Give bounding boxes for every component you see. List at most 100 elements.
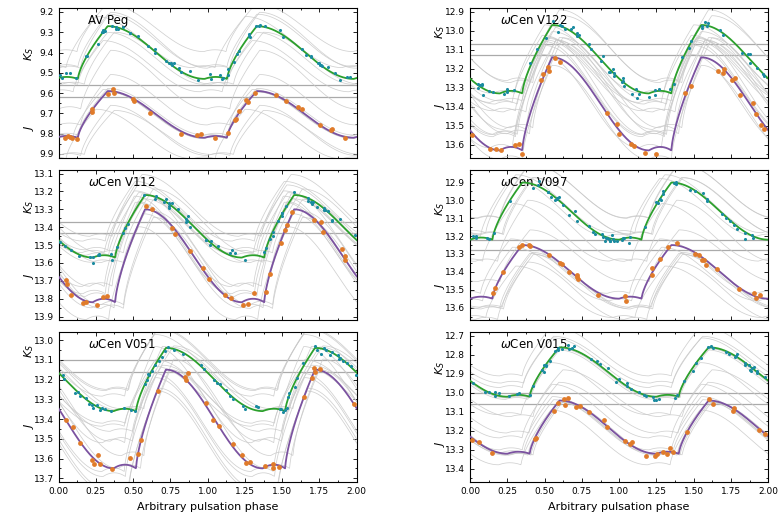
Point: [203, 275, 215, 283]
Point: [619, 436, 631, 445]
Point: [119, 223, 132, 232]
Point: [123, 454, 136, 462]
Point: [643, 93, 655, 101]
Point: [250, 402, 262, 411]
Point: [264, 235, 277, 243]
Point: [292, 103, 304, 111]
Point: [204, 237, 217, 246]
X-axis label: Arbitrary pulsation phase: Arbitrary pulsation phase: [137, 502, 278, 512]
Point: [516, 241, 528, 249]
Point: [240, 458, 253, 467]
Point: [229, 115, 242, 123]
Point: [80, 394, 93, 402]
Point: [684, 186, 697, 194]
Point: [226, 440, 239, 448]
Point: [129, 407, 141, 415]
Point: [470, 232, 482, 241]
Point: [552, 398, 565, 407]
Point: [554, 57, 566, 66]
Point: [324, 125, 337, 134]
Point: [501, 88, 513, 96]
Point: [742, 50, 754, 58]
Point: [653, 395, 665, 403]
Point: [486, 448, 498, 457]
Point: [678, 377, 690, 385]
Point: [651, 450, 663, 458]
Point: [101, 291, 113, 300]
Point: [552, 193, 565, 201]
Point: [71, 135, 83, 143]
Point: [597, 52, 609, 60]
Point: [315, 218, 328, 226]
Point: [95, 404, 108, 412]
Point: [687, 366, 700, 375]
Point: [668, 80, 680, 88]
Point: [163, 201, 176, 210]
Point: [143, 371, 155, 379]
Point: [697, 22, 709, 31]
Point: [480, 234, 493, 242]
Point: [144, 109, 156, 118]
Point: [302, 197, 314, 206]
Point: [270, 91, 282, 99]
Point: [182, 212, 194, 220]
Point: [572, 275, 584, 283]
Point: [513, 140, 526, 149]
Text: $J$: $J$: [433, 282, 447, 289]
Point: [192, 76, 204, 84]
Point: [227, 394, 239, 403]
Point: [703, 395, 715, 403]
Point: [222, 65, 235, 74]
Point: [162, 199, 175, 207]
Point: [670, 178, 682, 187]
Point: [87, 401, 99, 409]
Point: [64, 133, 76, 141]
Point: [266, 232, 278, 240]
Point: [744, 58, 757, 67]
Point: [97, 26, 109, 35]
Text: $J$: $J$: [22, 423, 36, 430]
Point: [523, 58, 536, 67]
Point: [237, 402, 250, 411]
Point: [633, 388, 645, 396]
Point: [64, 69, 76, 77]
Point: [249, 89, 261, 97]
Point: [334, 76, 346, 84]
Point: [504, 197, 516, 206]
Point: [251, 403, 264, 412]
Point: [141, 369, 154, 378]
Point: [510, 390, 523, 398]
Point: [669, 180, 682, 188]
Point: [239, 256, 251, 265]
Point: [110, 24, 122, 33]
Point: [558, 395, 570, 404]
Point: [132, 32, 144, 40]
Point: [649, 86, 661, 94]
Point: [623, 440, 636, 448]
Point: [639, 223, 651, 231]
Point: [685, 81, 697, 90]
Point: [729, 74, 741, 83]
Point: [753, 426, 766, 434]
Point: [56, 371, 69, 379]
Point: [638, 391, 651, 399]
Point: [751, 368, 764, 377]
Point: [122, 220, 134, 228]
Point: [608, 72, 620, 81]
Point: [94, 460, 106, 468]
Point: [488, 284, 501, 292]
Point: [556, 22, 569, 30]
Point: [211, 378, 223, 387]
Point: [570, 273, 583, 281]
Point: [743, 361, 755, 369]
Text: $\omega$Cen V097: $\omega$Cen V097: [500, 176, 568, 189]
Point: [217, 74, 229, 82]
Point: [555, 258, 567, 267]
Point: [695, 256, 707, 264]
Point: [729, 352, 742, 360]
Point: [625, 384, 637, 393]
Point: [93, 249, 105, 258]
Point: [242, 300, 254, 308]
Point: [272, 463, 285, 471]
Point: [341, 359, 353, 367]
